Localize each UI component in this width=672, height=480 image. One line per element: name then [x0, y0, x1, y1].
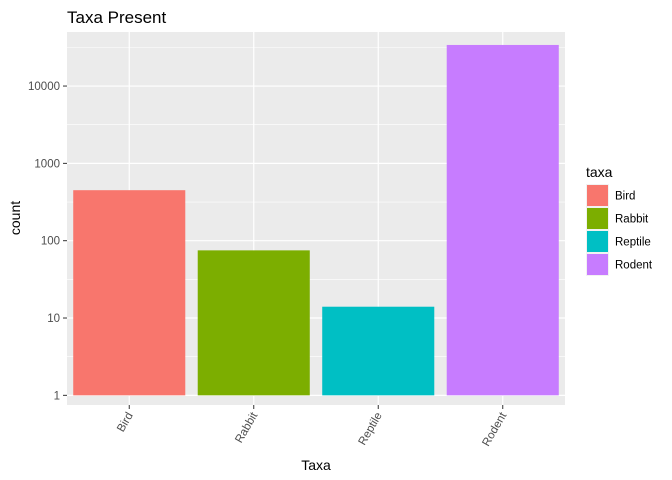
- legend-key-rodent: [587, 254, 608, 275]
- x-axis-title: Taxa: [301, 457, 331, 473]
- bar-rodent: [446, 44, 559, 396]
- x-tick-label: Reptile: [357, 411, 385, 448]
- y-axis-title: count: [7, 201, 23, 235]
- chart-title: Taxa Present: [67, 8, 166, 27]
- y-tick-label: 10: [47, 313, 60, 325]
- bars: [73, 44, 559, 396]
- x-tick-label: Bird: [115, 411, 136, 435]
- legend-label: Reptile: [615, 237, 651, 249]
- y-tick-label: 100: [41, 236, 60, 248]
- legend-label: Rabbit: [615, 214, 649, 226]
- bar-rabbit: [197, 250, 310, 396]
- legend-key-reptile: [587, 231, 608, 252]
- legend-label: Bird: [615, 191, 635, 203]
- y-tick-label: 1000: [34, 158, 60, 170]
- legend-key-bird: [587, 185, 608, 206]
- x-tick-label: Rodent: [480, 410, 509, 449]
- legend: taxa Bird Rabbit Reptile Rodent: [586, 164, 653, 276]
- legend-title: taxa: [586, 164, 613, 180]
- y-axis-ticks: 1 10 100 1000 10000: [28, 81, 67, 402]
- y-tick-label: 1: [54, 390, 60, 402]
- legend-label: Rodent: [615, 260, 653, 272]
- bar-reptile: [322, 306, 435, 396]
- x-tick-label: Rabbit: [233, 410, 260, 445]
- bar-bird: [73, 190, 186, 396]
- legend-key-rabbit: [587, 208, 608, 229]
- x-axis-ticks: Bird Rabbit Reptile Rodent: [115, 405, 510, 449]
- y-tick-label: 10000: [28, 81, 60, 93]
